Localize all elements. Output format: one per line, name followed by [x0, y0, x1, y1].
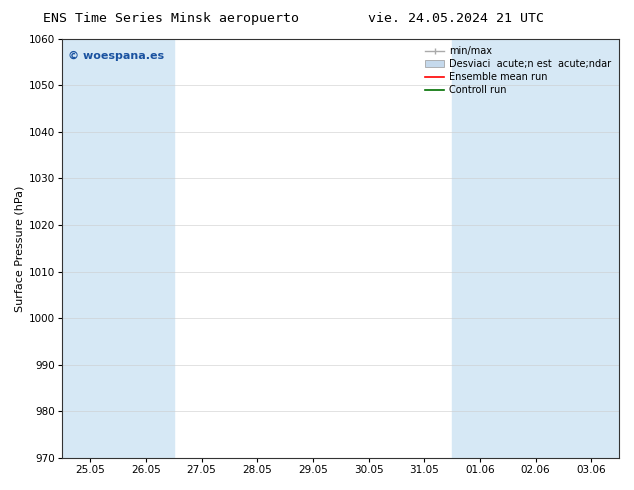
Title: ENS Time Series Minsk aeropuerto        vie. 24.05.2024 21 UTC: ENS Time Series Minsk aeropuerto vie. 24… — [0, 489, 1, 490]
Text: ENS Time Series Minsk aeropuerto: ENS Time Series Minsk aeropuerto — [43, 12, 299, 25]
Text: vie. 24.05.2024 21 UTC: vie. 24.05.2024 21 UTC — [368, 12, 545, 25]
Bar — [62, 39, 118, 458]
Bar — [452, 39, 508, 458]
Y-axis label: Surface Pressure (hPa): Surface Pressure (hPa) — [15, 185, 25, 312]
Bar — [564, 39, 619, 458]
Bar — [508, 39, 564, 458]
Legend: min/max, Desviaci  acute;n est  acute;ndar, Ensemble mean run, Controll run: min/max, Desviaci acute;n est acute;ndar… — [422, 44, 614, 98]
Bar — [118, 39, 174, 458]
Text: © woespana.es: © woespana.es — [68, 51, 164, 61]
